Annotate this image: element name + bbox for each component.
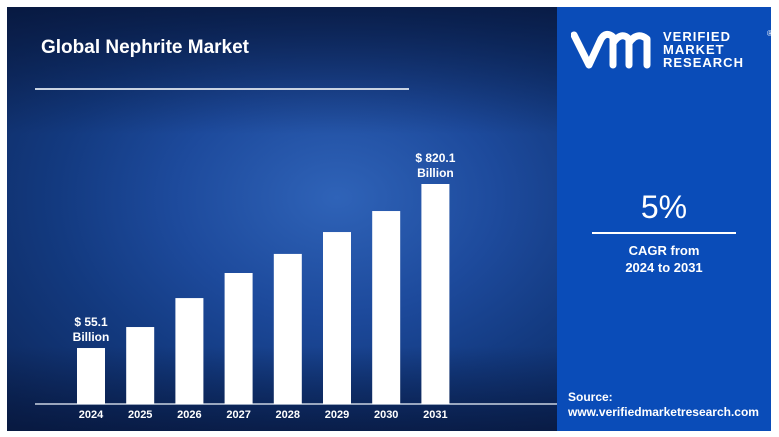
registered-mark: ® [767,29,773,38]
cagr-block: 5% CAGR from 2024 to 2031 [557,189,771,276]
cagr-divider [592,232,736,234]
x-tick-label: 2030 [374,409,398,421]
bar-chart: 2024 2025 2026 2027 2028 2029 2030 2031$ 55.1Bi… [35,151,557,421]
bar-2025 [126,327,155,404]
bar-2028 [273,253,302,404]
info-panel: VERIFIED MARKET RESEARCH ® 5% CAGR from … [557,7,773,431]
data-label-unit: Billion [73,330,110,344]
bar-2030 [372,211,401,404]
logo-line2: MARKET [663,41,725,57]
x-tick-label: 2031 [423,409,447,421]
bar-2031 [421,184,450,404]
x-tick-label: 2029 [325,409,349,421]
cagr-label-1: CAGR from [628,243,700,258]
vmr-logo-icon [571,30,651,69]
cagr-value: 5% [640,189,688,225]
vmr-logo: VERIFIED MARKET RESEARCH ® [571,27,773,71]
bar-2024 [77,348,105,404]
logo-line3: RESEARCH [663,54,744,70]
logo-line1: VERIFIED [663,28,731,44]
x-tick-label: 2028 [276,409,300,421]
data-label-unit: Billion [417,166,454,180]
x-tick-label: 2025 [128,409,152,421]
chart-panel: Global Nephrite Market 2024 2025 2026 2027 2… [7,7,557,431]
x-tick-label: 2027 [226,409,250,421]
bar-2026 [175,298,204,404]
x-tick-label: 2024 [79,409,104,421]
cagr-label-2: 2024 to 2031 [625,260,703,275]
source-url[interactable]: www.verifiedmarketresearch.com [568,405,759,419]
x-tick-label: 2026 [177,409,201,421]
source: Source: www.verifiedmarketresearch.com [568,390,759,420]
page-title: Global Nephrite Market [41,37,249,58]
title-divider [35,88,409,90]
data-label-value: $ 820.1 [415,151,455,165]
bar-2027 [224,272,253,404]
source-label: Source: [568,390,613,404]
bar-2029 [323,232,351,404]
data-label-value: $ 55.1 [74,315,108,329]
